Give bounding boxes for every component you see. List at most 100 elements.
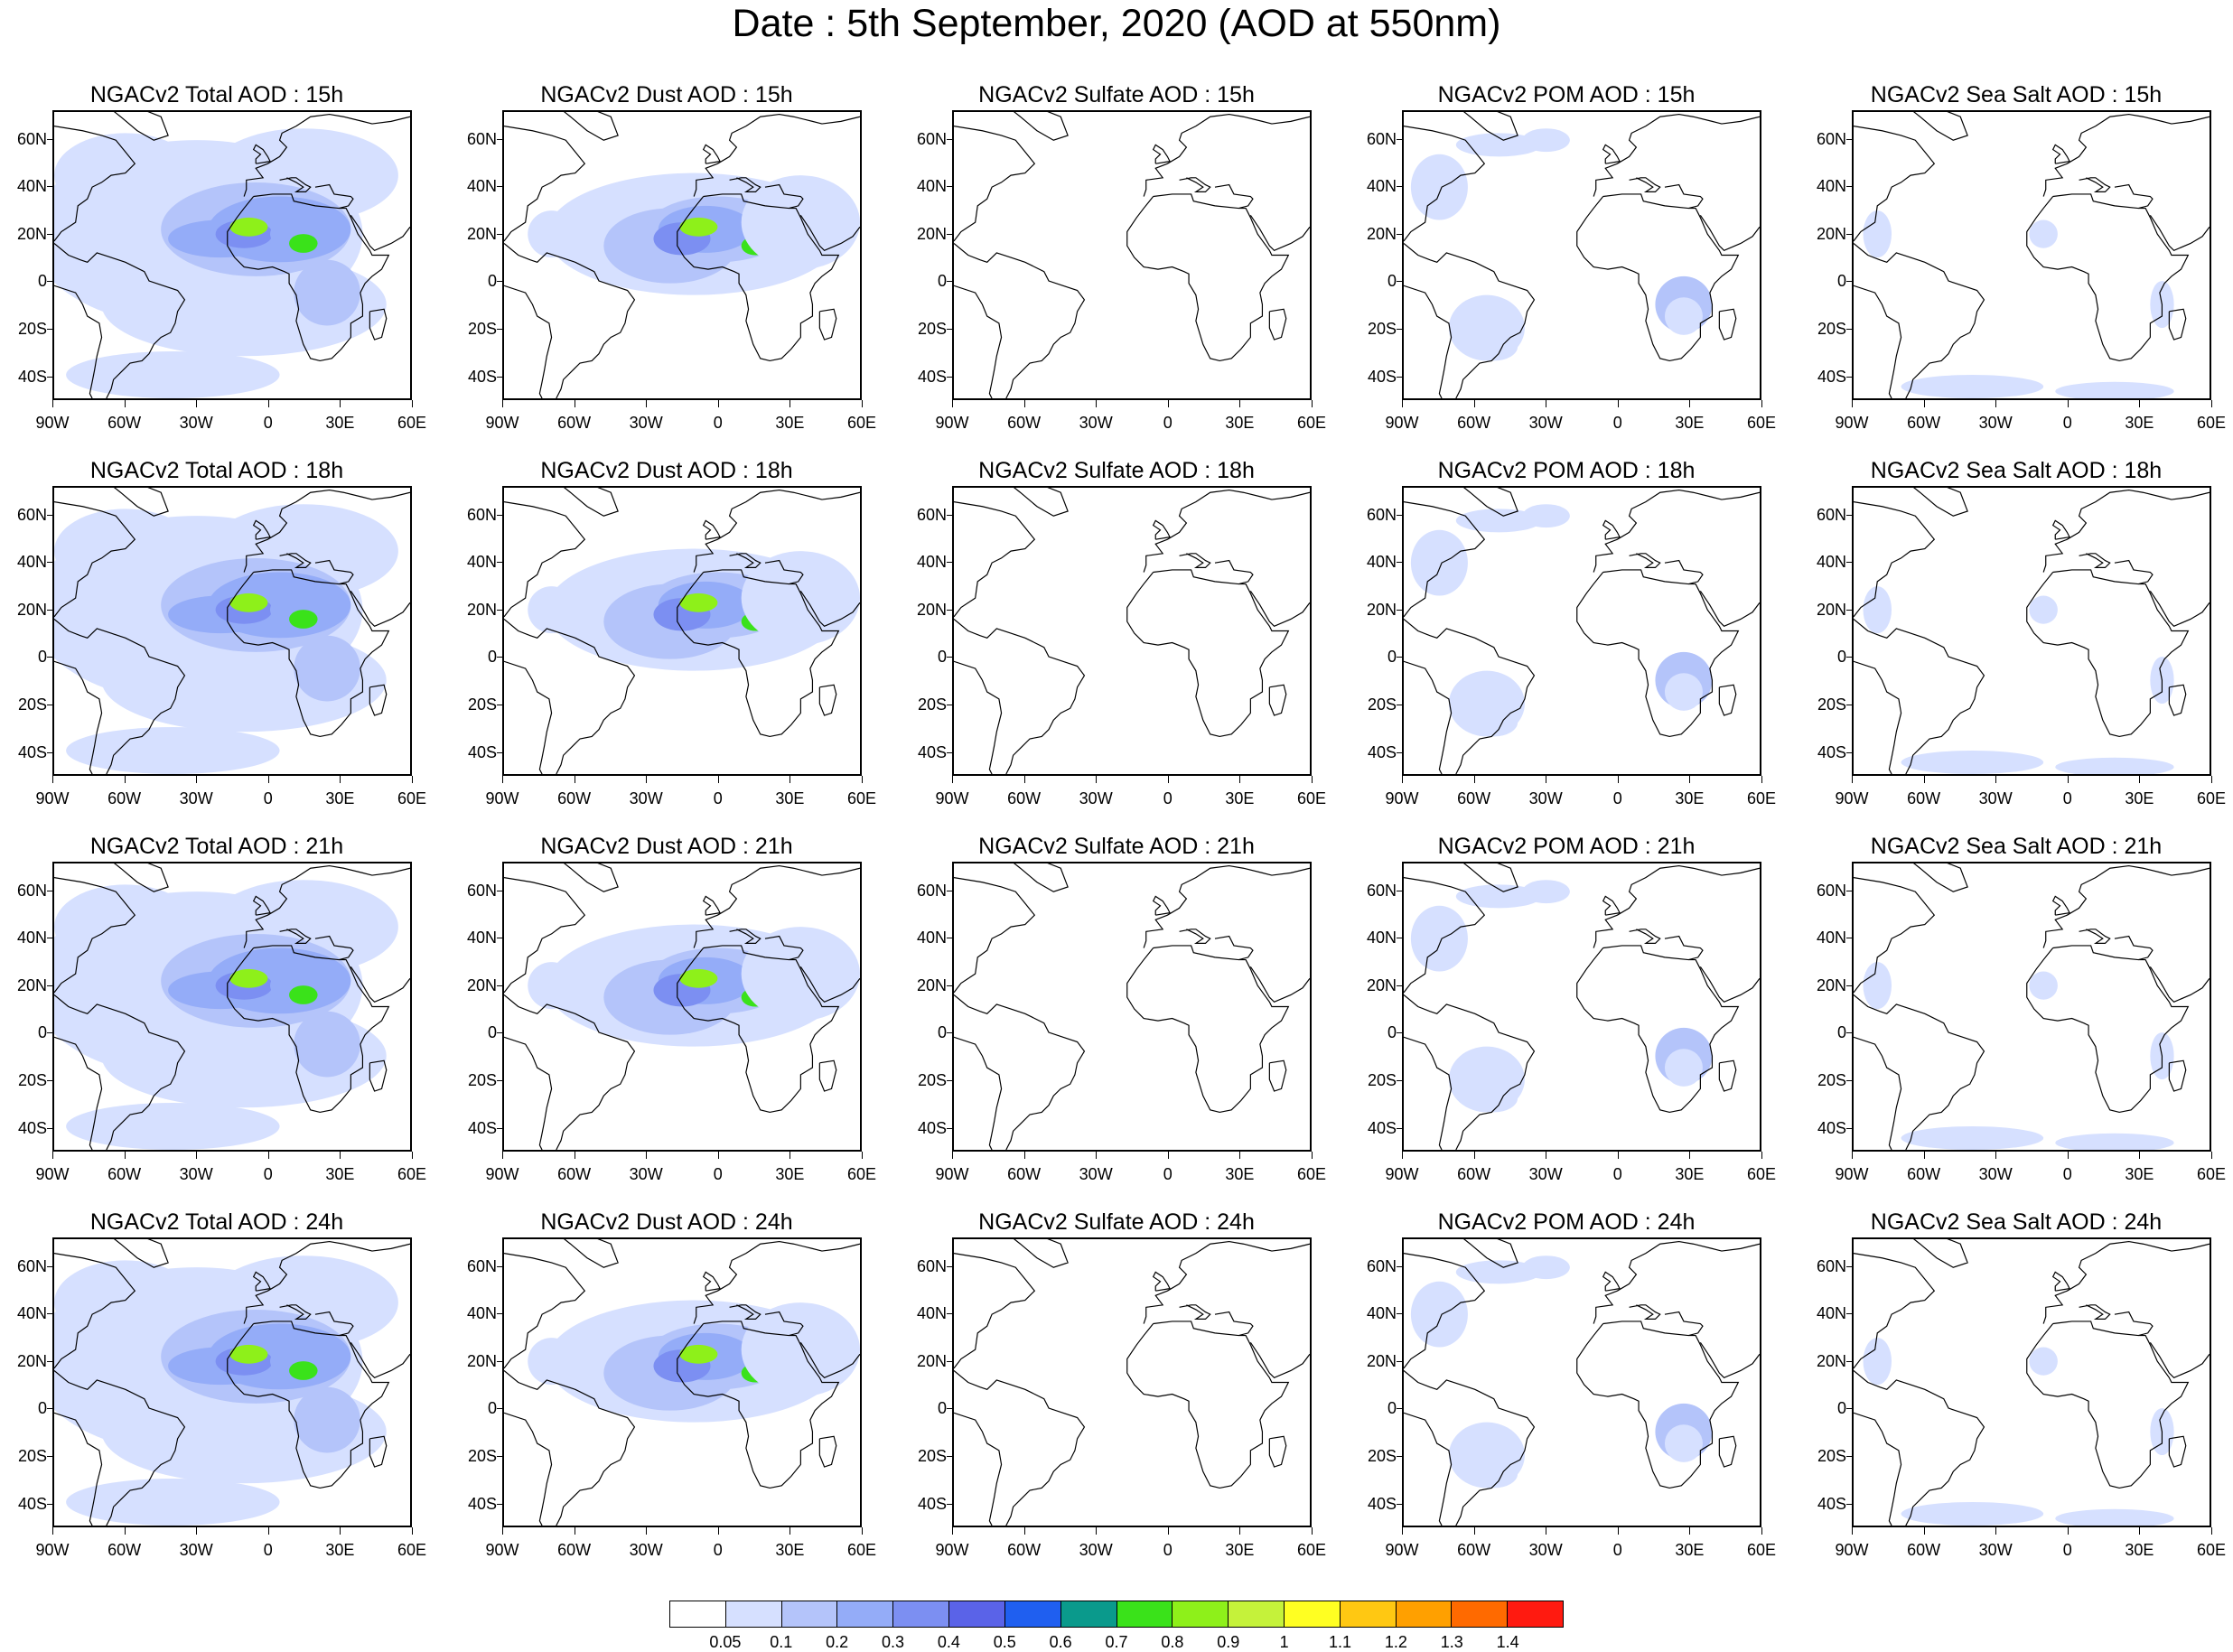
lat-label: 60N — [1366, 1256, 1397, 1275]
lat-label: 40N — [16, 553, 47, 572]
lat-tick — [47, 751, 54, 753]
coastline — [504, 877, 586, 994]
lon-tick — [502, 776, 503, 783]
lon-tick — [1402, 1152, 1403, 1159]
lon-label: 60W — [1907, 414, 1941, 432]
lon-label: 60W — [107, 789, 142, 807]
lat-label: 0 — [487, 272, 497, 291]
lon-tick — [1995, 776, 1997, 783]
coastline — [1602, 144, 1621, 164]
lat-label: 60N — [1816, 1256, 1846, 1275]
lat-tick — [1846, 233, 1854, 235]
lat-label: 40N — [1366, 553, 1397, 572]
coastline — [54, 1412, 103, 1526]
colorbar-box — [1508, 1601, 1563, 1627]
lat-tick — [1397, 1408, 1404, 1410]
coastline — [1854, 994, 1985, 1150]
lon-tick — [1402, 1527, 1403, 1535]
panel-title: NGACv2 Sea Salt AOD : 15h — [1870, 82, 2163, 107]
map-area — [52, 862, 412, 1152]
lat-label: 0 — [37, 1023, 47, 1042]
aod-map — [1854, 112, 2210, 398]
coastline — [564, 863, 619, 892]
lon-tick — [646, 1527, 648, 1535]
aod-contour — [741, 551, 860, 646]
coastline — [1463, 1239, 1518, 1268]
coastline — [1143, 1240, 1310, 1324]
aod-contour — [2055, 1508, 2174, 1526]
lon-tick — [1852, 776, 1853, 783]
lat-tick — [1846, 186, 1854, 188]
coastline — [1126, 193, 1290, 362]
lon-label: 60E — [846, 414, 877, 432]
map-area — [1402, 1237, 1761, 1527]
lon-tick — [717, 400, 719, 407]
lon-tick — [1923, 776, 1925, 783]
lat-label: 60N — [466, 881, 497, 900]
lon-tick — [717, 1527, 719, 1535]
lat-label: 40S — [1817, 367, 1846, 386]
panel-title: NGACv2 Dust AOD : 21h — [540, 834, 793, 859]
lon-label: 60W — [1007, 1165, 1042, 1183]
lon-tick — [1689, 1527, 1691, 1535]
lat-label: 40N — [916, 177, 947, 196]
lon-tick — [52, 776, 53, 783]
lon-label: 60E — [2196, 414, 2227, 432]
coastline — [2051, 144, 2070, 164]
panel-title: NGACv2 Sea Salt AOD : 21h — [1870, 834, 2163, 859]
lat-tick — [497, 985, 504, 986]
lon-tick — [1473, 1152, 1475, 1159]
lat-tick — [947, 609, 954, 611]
aod-contour — [229, 1344, 268, 1364]
lat-tick — [1846, 1127, 1854, 1129]
coastline — [764, 559, 804, 585]
aod-map — [1854, 863, 2210, 1150]
coastline — [54, 1370, 186, 1526]
colorbar-box — [725, 1601, 782, 1627]
aod-contour — [1901, 1126, 2044, 1150]
lat-label: 40S — [467, 367, 497, 386]
lon-tick — [952, 776, 953, 783]
coastline — [54, 126, 136, 242]
coastline — [1179, 553, 1211, 568]
lat-label: 0 — [1836, 648, 1846, 667]
panel-title: NGACv2 Dust AOD : 15h — [540, 82, 793, 107]
lat-tick — [1397, 233, 1404, 235]
lon-tick — [2139, 1527, 2141, 1535]
aod-contour — [1470, 1460, 1518, 1489]
map-area — [502, 862, 862, 1152]
lon-label: 30E — [775, 1541, 805, 1559]
lon-tick — [1852, 1527, 1853, 1535]
lon-label: 90W — [485, 1541, 519, 1559]
coastline — [314, 1311, 354, 1337]
coastline — [252, 1271, 271, 1292]
aod-map — [54, 863, 410, 1150]
lon-tick — [1761, 1152, 1762, 1159]
map-area — [1402, 862, 1761, 1152]
colorbar-label: 0.4 — [937, 1633, 960, 1651]
lon-tick — [1689, 1152, 1691, 1159]
lat-label: 60N — [16, 881, 47, 900]
colorbar-box — [837, 1601, 894, 1627]
lat-tick — [947, 1360, 954, 1362]
lat-label: 40S — [917, 1494, 947, 1513]
coastline — [1404, 126, 1486, 242]
coastline — [1143, 864, 1310, 948]
lat-tick — [497, 751, 504, 753]
lat-tick — [1397, 985, 1404, 986]
colorbar-label: 1.2 — [1384, 1633, 1407, 1651]
lat-label: 20S — [1817, 1071, 1846, 1090]
lat-tick — [1397, 281, 1404, 283]
lat-label: 40N — [1816, 553, 1846, 572]
lat-tick — [47, 562, 54, 564]
coastline — [1718, 684, 1737, 716]
coastline — [54, 1253, 136, 1369]
map-panel-seasalt: NGACv2 Sea Salt AOD : 24h 60N 40N 20N 0 20S 40… — [1799, 1209, 2233, 1574]
aod-contour — [1470, 1084, 1518, 1113]
coastline — [954, 126, 1036, 242]
lon-label: 60E — [397, 414, 427, 432]
lon-label: 60W — [1457, 414, 1491, 432]
lat-label: 40N — [16, 929, 47, 947]
lon-label: 60W — [1907, 789, 1941, 807]
coastline — [799, 591, 860, 627]
